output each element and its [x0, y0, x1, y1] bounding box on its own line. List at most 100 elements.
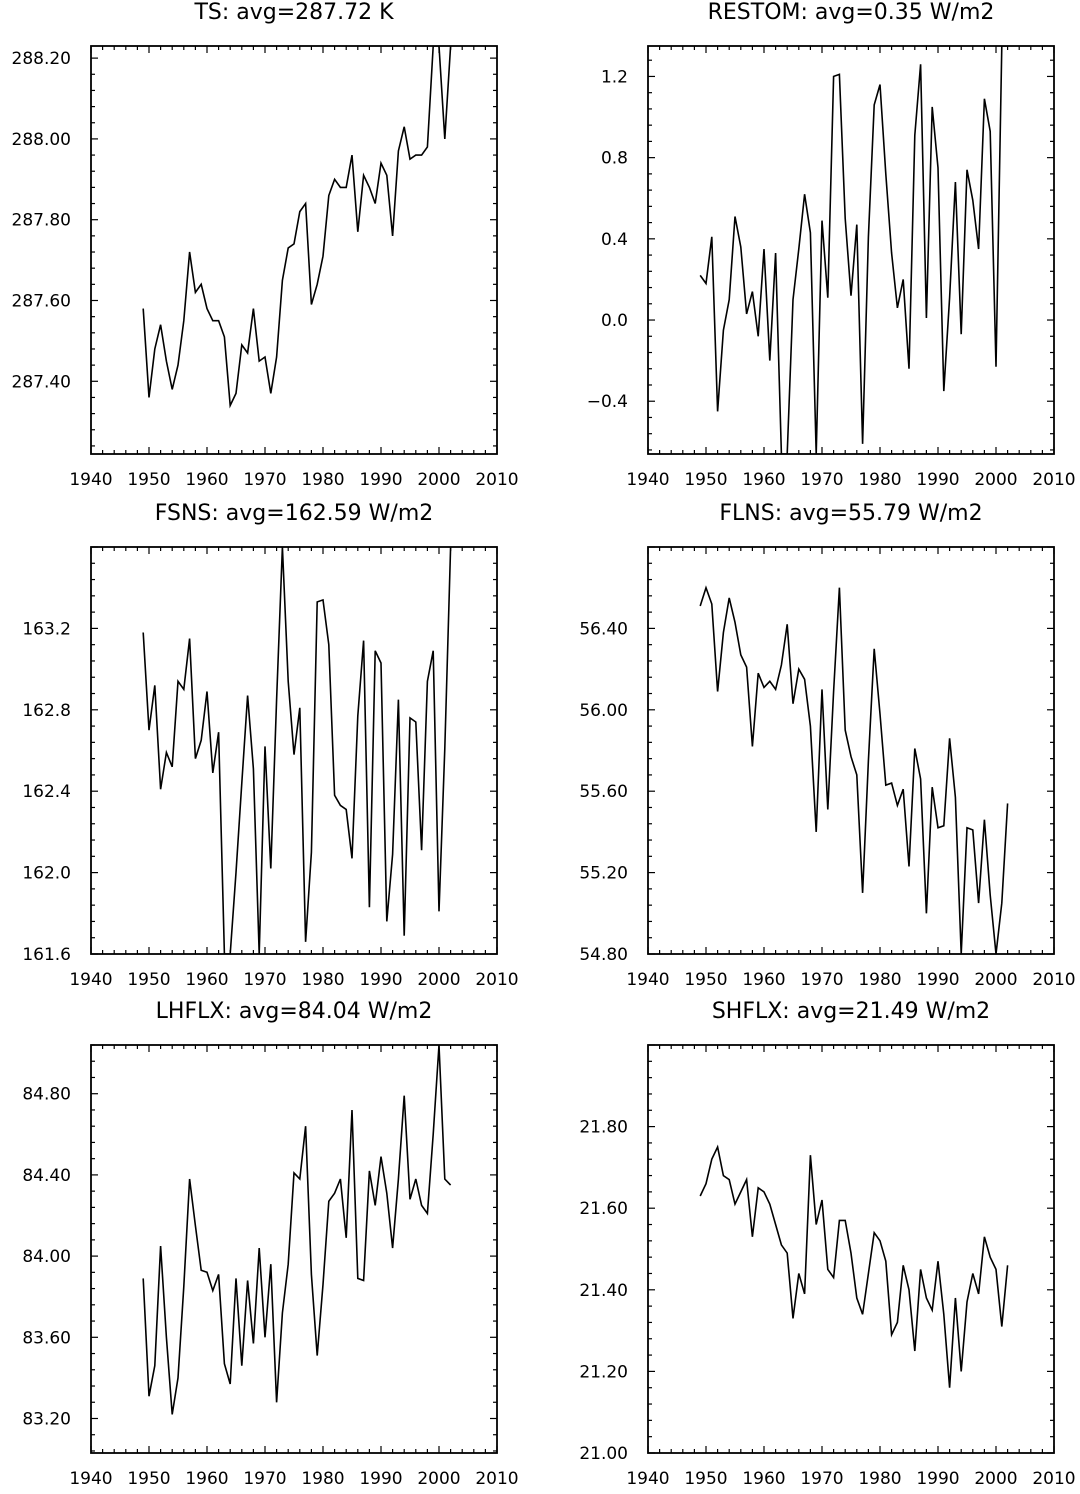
y-tick-label: 21.20	[579, 1362, 628, 1382]
chart-title: TS: avg=287.72 K	[193, 0, 394, 25]
x-tick-label: 1940	[69, 1469, 112, 1489]
y-tick-label: 21.00	[579, 1444, 628, 1464]
chart-title: SHFLX: avg=21.49 W/m2	[712, 999, 990, 1024]
plot-frame	[90, 546, 498, 955]
series-line	[699, 585, 1009, 954]
chart-title: LHFLX: avg=84.04 W/m2	[156, 999, 433, 1024]
plot-frame	[647, 45, 1055, 455]
y-tick-label: 0.0	[601, 311, 628, 331]
x-tick-label: 1970	[243, 1469, 286, 1489]
x-tick-label: 1970	[800, 470, 843, 490]
y-tick-label: 55.20	[579, 864, 628, 884]
x-tick-label: 1940	[626, 970, 669, 990]
y-tick-label: 84.00	[22, 1247, 71, 1267]
series-line	[142, 1045, 452, 1415]
y-tick-label: 1.2	[601, 67, 628, 87]
plot-frame	[90, 45, 498, 455]
chart-panel-5: LHFLX: avg=84.04 W/m2 1940 1950 1960 1970 198…	[22, 999, 518, 1489]
x-tick-label: 1980	[301, 1469, 344, 1489]
y-tick-label: 288.00	[12, 130, 71, 150]
chart-panel-1: TS: avg=287.72 K 1940 1950 1960 1970 1980 1990…	[12, 0, 519, 490]
y-tick-label: 163.2	[22, 619, 71, 639]
y-tick-label: 56.40	[579, 619, 628, 639]
series-line	[699, 46, 1008, 454]
chart-title: FSNS: avg=162.59 W/m2	[155, 501, 434, 526]
y-tick-label: 162.4	[22, 782, 71, 802]
x-tick-label: 1960	[742, 1469, 785, 1489]
x-tick-label: 2010	[475, 470, 518, 490]
chart-title: RESTOM: avg=0.35 W/m2	[708, 0, 995, 25]
x-tick-label: 2010	[475, 970, 518, 990]
y-tick-label: 83.60	[22, 1328, 71, 1348]
x-tick-label: 1990	[916, 1469, 959, 1489]
y-tick-label: 288.20	[12, 49, 71, 69]
x-tick-label: 1960	[185, 970, 228, 990]
x-tick-label: 2000	[974, 470, 1017, 490]
x-tick-label: 1980	[858, 1469, 901, 1489]
series-line	[142, 46, 452, 409]
x-tick-label: 1940	[626, 1469, 669, 1489]
y-tick-label: 21.80	[579, 1118, 628, 1138]
x-tick-label: 2000	[417, 470, 460, 490]
x-tick-label: 1990	[916, 970, 959, 990]
y-tick-label: 21.60	[579, 1199, 628, 1219]
y-tick-label: 83.20	[22, 1409, 71, 1429]
y-tick-label: 161.6	[22, 945, 71, 965]
x-tick-label: 1980	[301, 970, 344, 990]
x-tick-label: 1990	[359, 470, 402, 490]
chart-panel-2: RESTOM: avg=0.35 W/m2 1940 1950 1960 1970 198…	[587, 0, 1076, 490]
series-line	[142, 547, 452, 954]
y-tick-label: 54.80	[579, 945, 628, 965]
chart-panel-3: FSNS: avg=162.59 W/m2 1940 1950 1960 1970 198…	[22, 501, 518, 990]
y-tick-label: 84.80	[22, 1085, 71, 1105]
x-tick-label: 2010	[1032, 470, 1075, 490]
x-tick-label: 1960	[742, 970, 785, 990]
y-tick-label: 287.80	[12, 211, 71, 231]
x-tick-label: 1980	[301, 470, 344, 490]
series-line	[699, 1144, 1009, 1388]
x-tick-label: 1940	[626, 470, 669, 490]
chart-panel-6: SHFLX: avg=21.49 W/m2 1940 1950 1960 1970 198…	[579, 999, 1075, 1489]
chart-panel-4: FLNS: avg=55.79 W/m2 1940 1950 1960 1970 1980…	[579, 501, 1075, 990]
x-tick-label: 1970	[243, 470, 286, 490]
x-tick-label: 1990	[359, 970, 402, 990]
x-tick-label: 1990	[916, 470, 959, 490]
x-tick-label: 1940	[69, 970, 112, 990]
x-tick-label: 2010	[1032, 1469, 1075, 1489]
x-tick-label: 1950	[127, 470, 170, 490]
x-tick-label: 1990	[359, 1469, 402, 1489]
x-tick-label: 1950	[684, 1469, 727, 1489]
y-tick-label: 287.40	[12, 372, 71, 392]
y-tick-label: 287.60	[12, 291, 71, 311]
x-tick-label: 2000	[974, 970, 1017, 990]
x-tick-label: 1960	[185, 1469, 228, 1489]
x-tick-label: 1950	[684, 970, 727, 990]
x-tick-label: 2010	[475, 1469, 518, 1489]
x-tick-label: 1960	[742, 470, 785, 490]
plot-frame	[647, 546, 1055, 955]
x-tick-label: 1950	[127, 970, 170, 990]
x-tick-label: 1970	[800, 1469, 843, 1489]
x-tick-label: 1980	[858, 470, 901, 490]
x-tick-label: 2000	[417, 1469, 460, 1489]
x-tick-label: 2010	[1032, 970, 1075, 990]
y-tick-label: 21.40	[579, 1281, 628, 1301]
y-tick-label: −0.4	[587, 392, 628, 412]
chart-title: FLNS: avg=55.79 W/m2	[719, 501, 982, 526]
y-tick-label: 162.8	[22, 701, 71, 721]
x-tick-label: 1950	[127, 1469, 170, 1489]
y-tick-label: 84.40	[22, 1166, 71, 1186]
y-tick-label: 0.8	[601, 149, 628, 169]
y-tick-label: 55.60	[579, 782, 628, 802]
plot-frame	[647, 1044, 1055, 1454]
x-tick-label: 1950	[684, 470, 727, 490]
y-tick-label: 162.0	[22, 864, 71, 884]
x-tick-label: 2000	[974, 1469, 1017, 1489]
y-tick-label: 56.00	[579, 701, 628, 721]
x-tick-label: 1940	[69, 470, 112, 490]
x-tick-label: 1980	[858, 970, 901, 990]
plot-frame	[90, 1044, 498, 1454]
x-tick-label: 2000	[417, 970, 460, 990]
x-tick-label: 1970	[800, 970, 843, 990]
